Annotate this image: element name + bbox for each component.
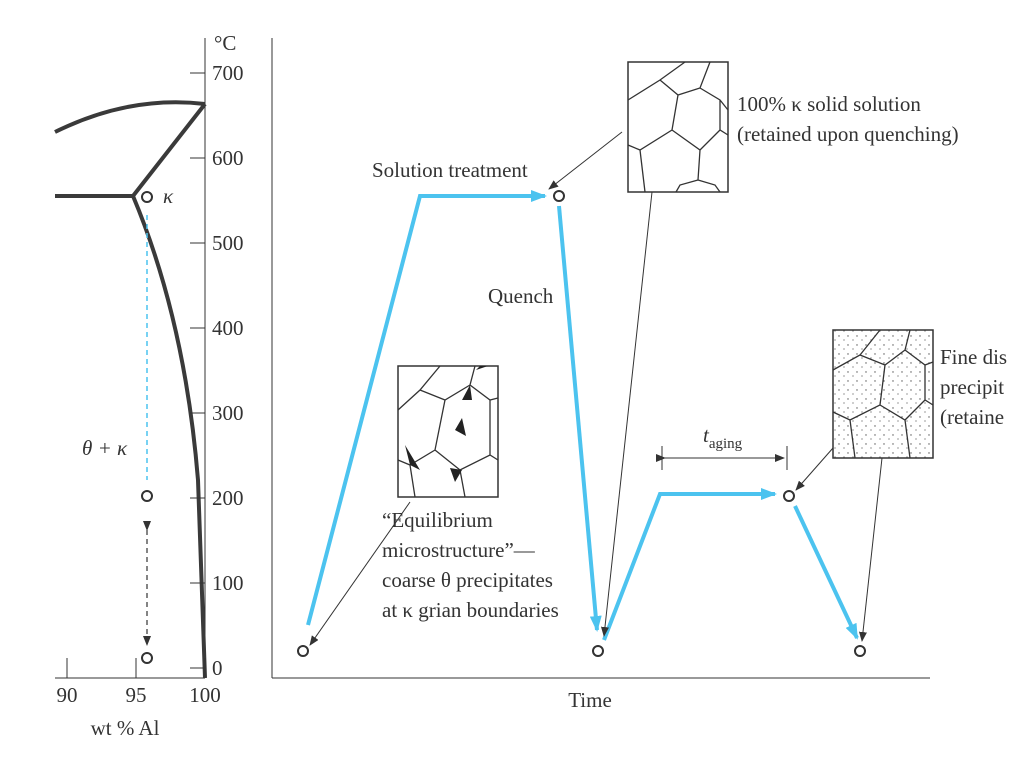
micro-equilibrium (397, 365, 499, 498)
cooling-path (793, 505, 859, 640)
micro-fine-precipitates (832, 329, 934, 459)
annotation: (retained upon quenching) (737, 122, 959, 146)
pointer (859, 457, 883, 642)
pointer (548, 131, 623, 190)
aging-path (602, 488, 777, 641)
annotation: microstructure”— (382, 538, 536, 562)
phase-diagram: °C wt % Al κ θ + κ 0 100 200 300 400 500 600 70… (54, 31, 244, 740)
solvus (131, 195, 207, 679)
aging-t: t (703, 423, 710, 447)
x-label: wt % Al (91, 716, 160, 740)
annotation: Fine dis (940, 345, 1007, 369)
axis-unit: °C (214, 31, 236, 55)
notes: 100% κ solid solution (retained upon quen… (382, 92, 1007, 622)
phase-label: κ (163, 184, 174, 208)
tick-label: 100 (189, 683, 221, 707)
phase-label: θ + κ (82, 436, 128, 460)
annotation: (retaine (940, 405, 1004, 429)
state-point (141, 191, 153, 203)
pointer (600, 191, 653, 637)
heating-path (306, 190, 547, 626)
liquidus (54, 100, 206, 134)
annotation: precipit (940, 375, 1004, 399)
tick-label: 500 (212, 231, 244, 255)
aging-label: taging (703, 423, 743, 452)
step-label: Quench (488, 284, 554, 308)
tick-label: 95 (126, 683, 147, 707)
annotation: at κ grian boundaries (382, 598, 559, 622)
pointer (795, 447, 834, 491)
micro-solid-solution (627, 61, 729, 193)
state-point (592, 645, 604, 657)
process-chart: Time Solution treatment Quench taging 10… (271, 38, 1007, 712)
tick-label: 700 (212, 61, 244, 85)
annotation: 100% κ solid solution (737, 92, 921, 116)
aging-sub: aging (709, 436, 743, 452)
state-point (553, 190, 565, 202)
state-point (141, 652, 153, 664)
state-point (141, 490, 153, 502)
state-point (783, 490, 795, 502)
tick-label: 0 (212, 656, 223, 680)
state-point (854, 645, 866, 657)
state-point (297, 645, 309, 657)
tick-label: 200 (212, 486, 244, 510)
tick-label: 90 (57, 683, 78, 707)
tick-label: 600 (212, 146, 244, 170)
tick-label: 400 (212, 316, 244, 340)
tick-label: 300 (212, 401, 244, 425)
annotation: coarse θ precipitates (382, 568, 553, 592)
solidus (55, 102, 207, 198)
pointer (309, 501, 411, 646)
quench-path (557, 205, 602, 632)
tick-label: 100 (212, 571, 244, 595)
x-label: Time (568, 688, 612, 712)
annotation: “Equilibrium (382, 508, 493, 532)
step-label: Solution treatment (372, 158, 528, 182)
